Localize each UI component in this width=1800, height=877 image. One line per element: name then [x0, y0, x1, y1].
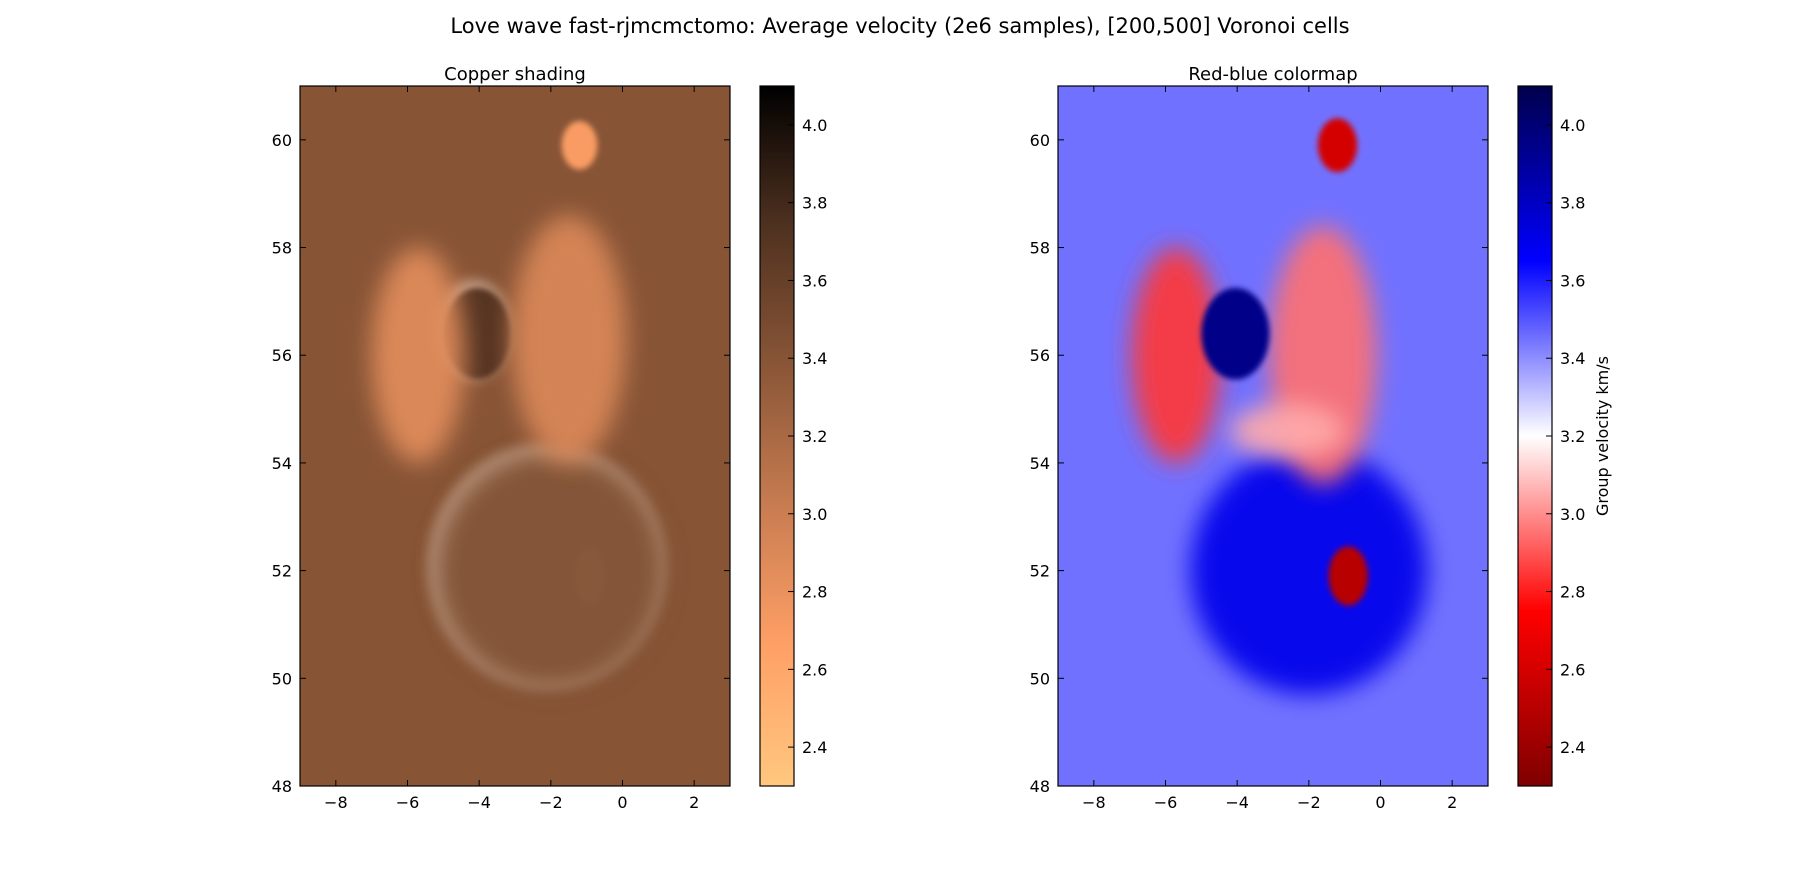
copper-axes-frame [299, 85, 731, 787]
redblue-axes-frame [1057, 85, 1489, 787]
redblue-colorbar-tick-label: 4.0 [1560, 116, 1585, 135]
copper-feature-region [428, 444, 666, 690]
copper-colorbar-tick-label: 3.4 [802, 349, 827, 368]
redblue-feature-ellipse [1201, 287, 1270, 380]
copper-heatmap [300, 86, 730, 786]
copper-y-tick-label: 50 [272, 669, 292, 688]
redblue-colorbar-tick-label: 3.0 [1560, 505, 1585, 524]
redblue-feature-ellipse [1328, 546, 1368, 606]
copper-colorbar-tick-label: 3.2 [802, 427, 827, 446]
redblue-y-tick-label: 50 [1030, 669, 1050, 688]
redblue-y-tick-label: 48 [1030, 777, 1050, 796]
redblue-feature-ellipse [1317, 118, 1358, 173]
redblue-x-tick-label: −6 [1154, 793, 1178, 812]
redblue-y-tick-label: 52 [1030, 562, 1050, 581]
copper-colorbar-tick-label: 2.6 [802, 660, 827, 679]
copper-x-tick-label: −2 [539, 793, 563, 812]
redblue-x-tick-label: 2 [1447, 793, 1457, 812]
copper-y-tick-label: 60 [272, 131, 292, 150]
copper-feature-region [511, 215, 627, 463]
copper-panel: Copper shading −8 −6 −4 −2 0 2 48 50 52 54 56 58 60… [272, 64, 828, 812]
copper-x-tick-label: −4 [467, 793, 491, 812]
copper-x-tick-label: 0 [617, 793, 627, 812]
redblue-colorbar-tick-label: 2.4 [1560, 738, 1585, 757]
copper-colorbar-tick-label: 3.6 [802, 271, 827, 290]
redblue-colorbar-tick-label: 3.4 [1560, 349, 1585, 368]
copper-colorbar-tick-label: 4.0 [802, 116, 827, 135]
copper-y-tick-label: 48 [272, 777, 292, 796]
redblue-x-tick-label: 0 [1375, 793, 1385, 812]
redblue-x-tick-label: −8 [1082, 793, 1106, 812]
copper-colorbar-tick-label: 2.8 [802, 583, 827, 602]
copper-colorbar-tick-label: 3.0 [802, 505, 827, 524]
redblue-feature-region [1230, 403, 1345, 458]
redblue-colorbar-tick-label: 2.6 [1560, 660, 1585, 679]
redblue-y-tick-label: 58 [1030, 239, 1050, 258]
copper-colorbar-tick-label: 3.8 [802, 194, 827, 213]
redblue-y-tick-label: 60 [1030, 131, 1050, 150]
redblue-y-tick-label: 56 [1030, 346, 1050, 365]
redblue-colorbar-tick-label: 3.6 [1560, 271, 1585, 290]
redblue-colorbar-tick-label: 2.8 [1560, 583, 1585, 602]
copper-panel-title: Copper shading [444, 64, 586, 85]
copper-y-ticks: 48 50 52 54 56 58 60 [272, 131, 730, 796]
redblue-heatmap [1058, 86, 1488, 786]
redblue-feature-region [1131, 247, 1222, 463]
copper-x-tick-label: −6 [396, 793, 420, 812]
copper-feature-region [371, 247, 465, 463]
colorbar-label: Group velocity km/s [1593, 356, 1612, 516]
redblue-x-tick-label: −4 [1225, 793, 1249, 812]
redblue-panel-title: Red-blue colormap [1188, 64, 1357, 85]
copper-feature-ellipse [561, 121, 598, 170]
redblue-colorbar-tick-label: 3.2 [1560, 427, 1585, 446]
copper-y-tick-label: 58 [272, 239, 292, 258]
redblue-x-tick-label: −2 [1297, 793, 1321, 812]
copper-x-tick-label: −8 [324, 793, 348, 812]
copper-y-tick-label: 52 [272, 562, 292, 581]
copper-y-tick-label: 54 [272, 454, 292, 473]
redblue-y-tick-label: 54 [1030, 454, 1050, 473]
copper-x-tick-label: 2 [689, 793, 699, 812]
redblue-colorbar: 2.4 2.6 2.8 3.0 3.2 3.4 3.6 3.8 4.0 [1517, 85, 1585, 787]
copper-colorbar-tick-label: 2.4 [802, 738, 827, 757]
figure-suptitle: Love wave fast-rjmcmctomo: Average veloc… [450, 14, 1349, 38]
copper-colorbar: 2.4 2.6 2.8 3.0 3.2 3.4 3.6 3.8 4.0 [759, 85, 827, 787]
copper-y-tick-label: 56 [272, 346, 292, 365]
redblue-y-ticks: 48 50 52 54 56 58 60 [1030, 131, 1488, 796]
redblue-x-ticks: −8 −6 −4 −2 0 2 [1082, 86, 1457, 812]
redblue-feature-region [1190, 446, 1428, 695]
redblue-panel: Red-blue colormap −8 −6 −4 −2 0 2 48 50 52 54 56 5… [1030, 64, 1612, 812]
redblue-colorbar-tick-label: 3.8 [1560, 194, 1585, 213]
copper-x-ticks: −8 −6 −4 −2 0 2 [324, 86, 699, 812]
